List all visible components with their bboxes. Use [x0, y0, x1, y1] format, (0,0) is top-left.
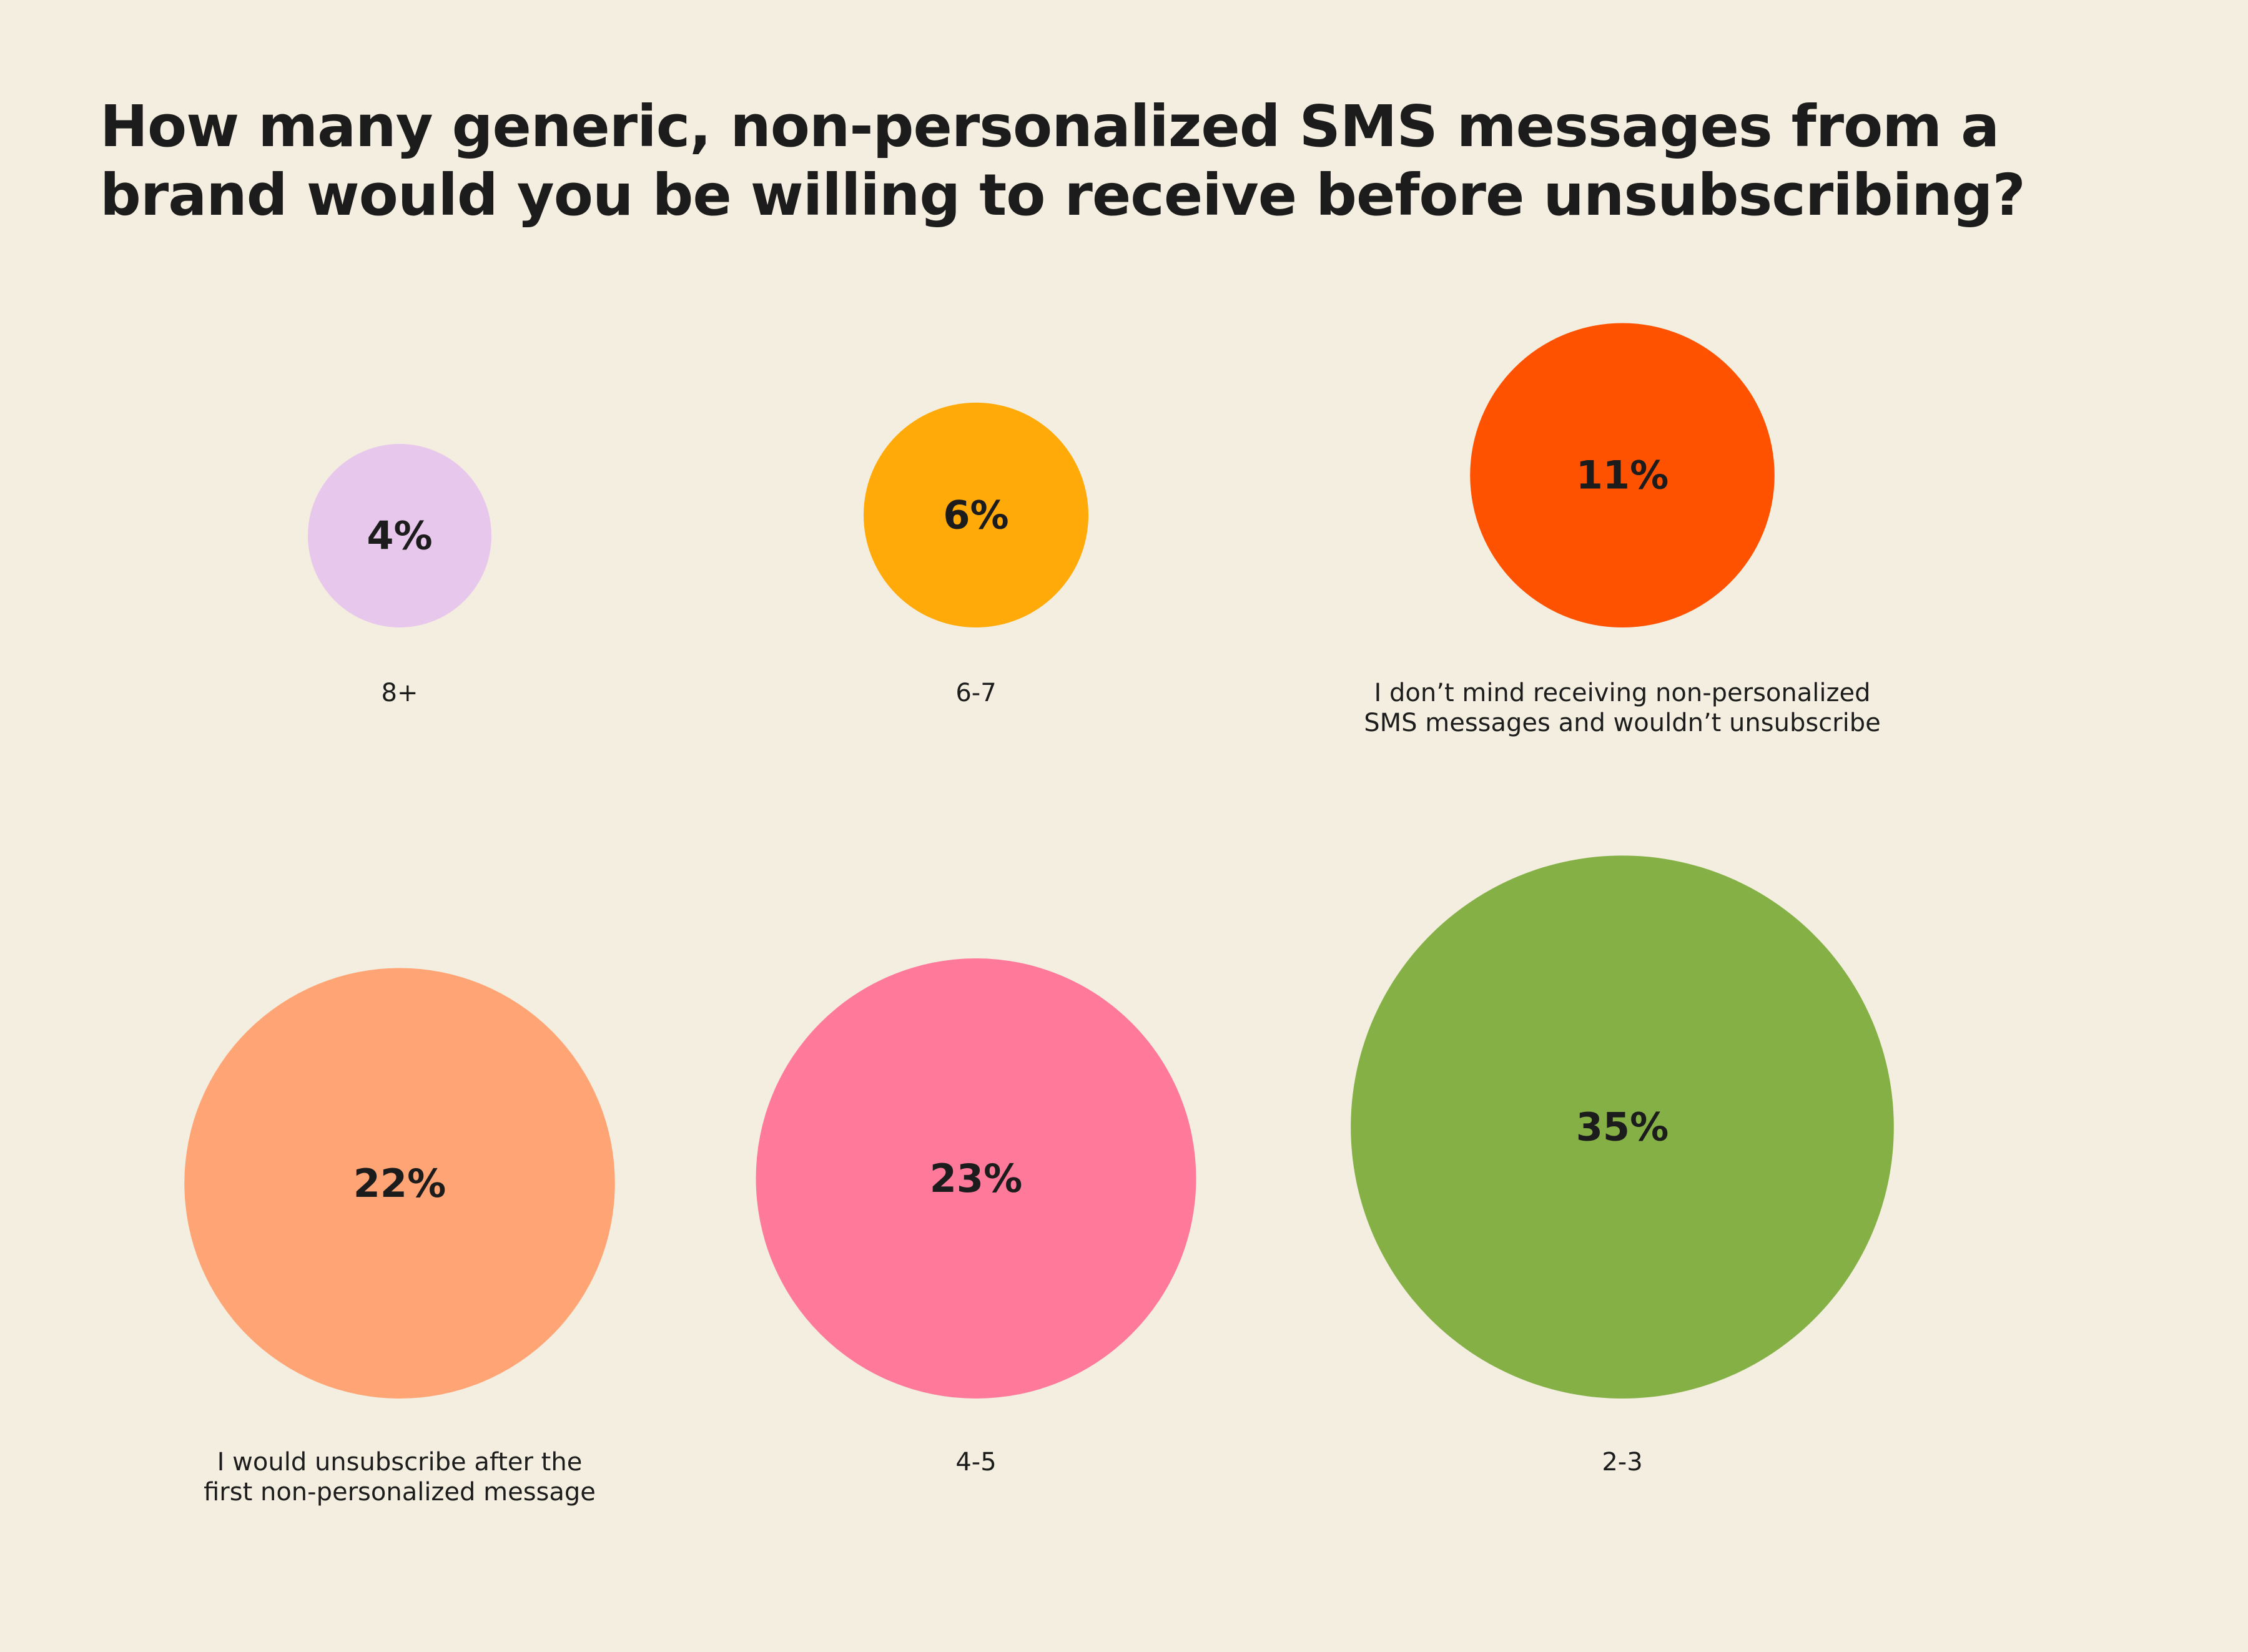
bubble-value-label: 11% [1576, 453, 1669, 498]
bubble-value-label: 6% [943, 492, 1008, 538]
category-label: first non-personalized message [204, 1478, 596, 1507]
chart-title-line-1: How many generic, non-personalized SMS m… [100, 93, 1999, 160]
bubble-2 [863, 402, 1089, 627]
bubble-3 [1470, 323, 1775, 627]
bubble-group-6: 35% 2-3 [1351, 855, 1894, 1477]
category-label: I would unsubscribe after the [217, 1448, 583, 1477]
bubble-group-1: 4% 8+ [308, 444, 491, 707]
category-label: 6-7 [955, 679, 996, 707]
bubble-value-label: 23% [930, 1156, 1022, 1201]
bubble-group-5: 23% 4-5 [756, 958, 1196, 1477]
bubble-value-label: 35% [1576, 1104, 1669, 1150]
bubble-4 [184, 968, 615, 1399]
bubble-6 [1351, 855, 1894, 1399]
bubble-value-label: 22% [353, 1161, 446, 1206]
bubble-1 [308, 444, 491, 627]
category-label: 8+ [382, 679, 418, 707]
bubble-value-label: 4% [367, 513, 432, 559]
bubble-group-2: 6% 6-7 [863, 402, 1089, 707]
bubble-5 [756, 958, 1196, 1399]
chart-title: How many generic, non-personalized SMS m… [100, 92, 2161, 230]
category-label: I don’t mind receiving non-personalized [1374, 679, 1871, 707]
category-label: 2-3 [1602, 1448, 1642, 1477]
category-label: SMS messages and wouldn’t unsubscribe [1364, 709, 1880, 737]
chart-title-line-2: brand would you be willing to receive be… [100, 162, 2026, 229]
category-label: 4-5 [955, 1448, 996, 1477]
bubble-group-3: 11% I don’t mind receiving non-personaliz… [1364, 323, 1881, 737]
